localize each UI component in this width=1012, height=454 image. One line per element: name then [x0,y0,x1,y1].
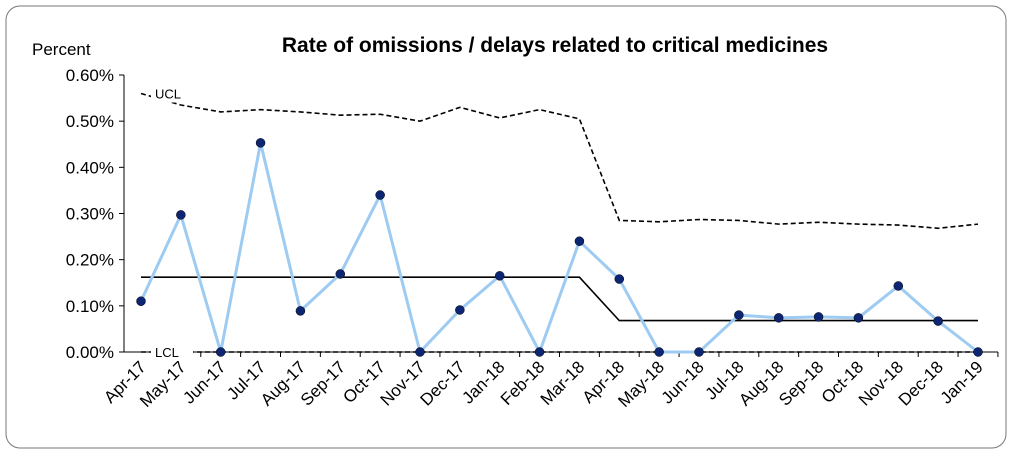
data-point [933,316,943,326]
y-tick-label: 0.30% [66,205,114,224]
data-point [773,313,784,323]
control-line [141,276,978,322]
data-point [853,313,864,323]
data-point [973,347,983,357]
y-tick-label: 0.50% [66,112,114,131]
data-line [139,142,979,356]
data-point [255,138,266,148]
series-label-bg [151,343,193,361]
data-point [295,306,306,316]
data-point [574,236,585,246]
y-tick-label: 0.60% [66,66,114,85]
chart-frame [5,5,1007,449]
chart-title: Rate of omissions / delays related to cr… [282,34,828,57]
y-axis-label: Percent [32,40,91,59]
data-point [734,310,744,320]
data-point [136,296,146,306]
data-point [176,210,186,220]
data-point [455,305,465,315]
control-line [140,92,979,230]
data-point [694,347,704,357]
data-point [893,281,904,291]
data-point [415,347,425,357]
data-point [494,271,505,281]
y-tick-label: 0.00% [66,343,114,362]
data-point [534,347,545,357]
data-point [215,347,226,357]
data-point [335,269,346,279]
y-tick-label: 0.40% [66,158,114,177]
series-label-bg [151,84,193,103]
y-tick-label: 0.10% [66,297,114,316]
series-label: UCL [155,86,181,101]
data-point [813,312,824,322]
data-point [375,190,385,200]
data-point [654,347,664,357]
data-point [614,274,625,284]
y-tick-label: 0.20% [66,251,114,270]
series-label: LCL [155,345,179,360]
